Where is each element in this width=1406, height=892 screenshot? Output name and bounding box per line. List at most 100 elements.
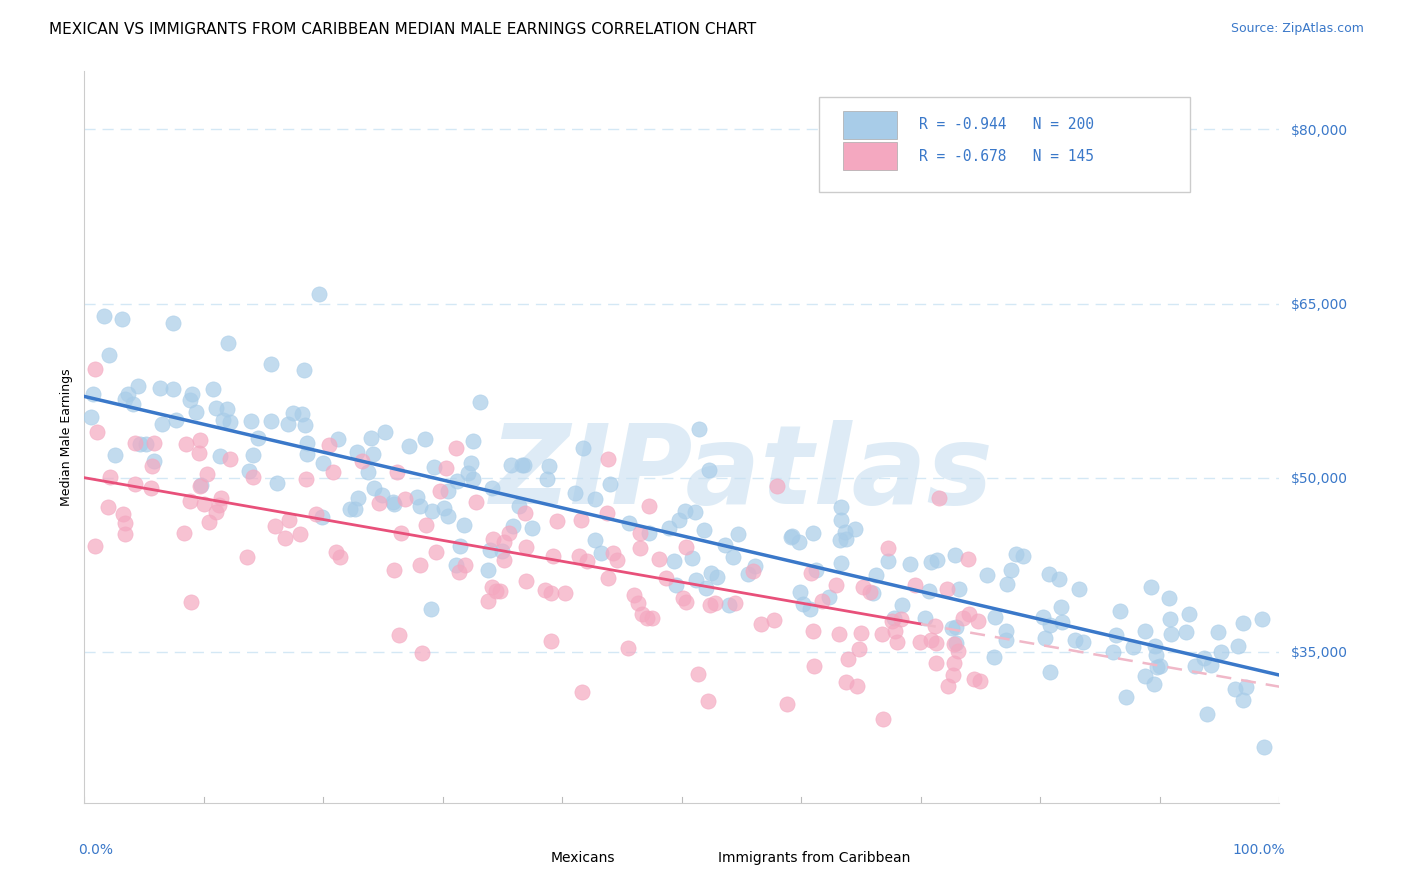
Point	[606, 553, 628, 567]
Point	[963, 672, 986, 686]
Point	[957, 607, 980, 622]
Point	[406, 490, 429, 504]
Point	[818, 590, 841, 604]
Point	[800, 566, 823, 580]
Point	[181, 387, 204, 401]
Point	[668, 514, 690, 528]
Point	[520, 521, 543, 535]
Point	[1208, 624, 1230, 639]
Point	[346, 445, 368, 459]
Point	[928, 491, 950, 505]
Point	[536, 472, 558, 486]
Point	[546, 514, 568, 528]
Point	[910, 634, 932, 648]
Point	[995, 576, 1018, 591]
Point	[673, 504, 696, 518]
Point	[966, 614, 988, 628]
Point	[704, 596, 727, 610]
Point	[242, 470, 264, 484]
Point	[918, 583, 941, 598]
Point	[127, 379, 149, 393]
Point	[457, 466, 479, 480]
Point	[278, 513, 301, 527]
Point	[274, 531, 297, 545]
Point	[415, 517, 437, 532]
Point	[122, 397, 145, 411]
Point	[534, 582, 557, 597]
Point	[583, 492, 606, 507]
Point	[173, 526, 195, 541]
Text: Mexicans: Mexicans	[551, 851, 614, 864]
Point	[648, 552, 671, 566]
Text: 100.0%: 100.0%	[1233, 843, 1285, 857]
Point	[537, 458, 560, 473]
Point	[149, 381, 172, 395]
Point	[948, 582, 970, 596]
Point	[541, 549, 564, 563]
Point	[749, 616, 772, 631]
Point	[672, 591, 695, 606]
Point	[1033, 632, 1056, 646]
Point	[824, 577, 846, 591]
Point	[859, 585, 882, 599]
Point	[943, 548, 966, 562]
Point	[904, 578, 927, 592]
Point	[983, 610, 1005, 624]
Point	[478, 542, 501, 557]
Point	[1032, 609, 1054, 624]
Point	[513, 458, 536, 473]
Point	[685, 573, 707, 587]
Point	[727, 527, 749, 541]
Point	[188, 433, 211, 447]
Point	[596, 506, 619, 520]
Point	[179, 494, 201, 508]
Point	[942, 637, 965, 651]
Point	[920, 633, 942, 648]
Point	[1122, 640, 1144, 654]
Point	[744, 559, 766, 574]
Point	[568, 549, 591, 564]
Point	[409, 558, 432, 573]
Point	[453, 558, 475, 572]
Point	[801, 624, 824, 639]
Point	[1232, 693, 1254, 707]
Point	[1071, 635, 1094, 649]
Point	[477, 594, 499, 608]
Point	[737, 567, 759, 582]
Point	[305, 507, 328, 521]
Point	[688, 422, 710, 436]
Point	[637, 499, 659, 513]
Point	[792, 597, 814, 611]
Point	[444, 441, 467, 455]
Point	[208, 498, 231, 512]
Point	[1050, 615, 1073, 629]
Point	[628, 525, 651, 540]
Point	[883, 611, 905, 625]
Point	[880, 614, 903, 628]
Point	[98, 470, 121, 484]
Point	[569, 512, 592, 526]
Point	[1133, 624, 1156, 638]
Point	[655, 570, 678, 584]
Point	[713, 538, 735, 552]
Point	[368, 496, 391, 510]
Point	[339, 501, 361, 516]
Y-axis label: Median Male Earnings: Median Male Earnings	[60, 368, 73, 506]
Point	[437, 484, 460, 499]
Point	[260, 414, 283, 428]
Point	[499, 458, 522, 472]
Point	[849, 625, 872, 640]
Point	[540, 634, 562, 648]
Point	[925, 656, 948, 670]
Point	[589, 546, 612, 560]
Point	[1160, 627, 1182, 641]
Point	[498, 526, 520, 541]
Point	[143, 435, 166, 450]
Point	[394, 491, 416, 506]
Point	[969, 673, 991, 688]
Point	[924, 619, 946, 633]
Point	[437, 508, 460, 523]
Point	[236, 549, 259, 564]
Point	[1063, 633, 1085, 648]
Point	[945, 620, 967, 634]
